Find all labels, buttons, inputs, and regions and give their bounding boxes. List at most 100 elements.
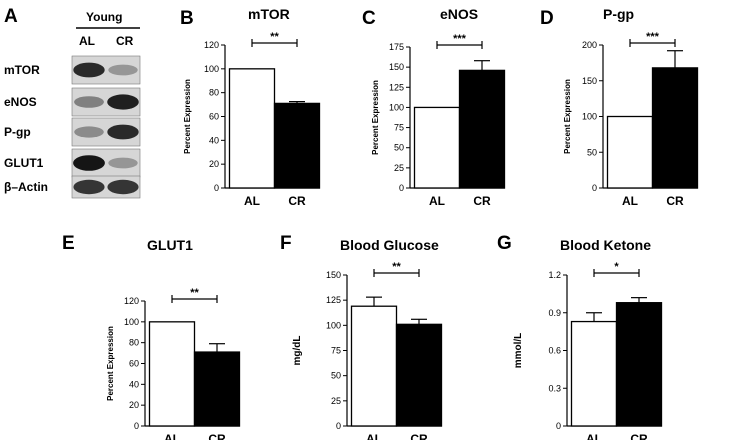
y-tick-label: 0.3 xyxy=(548,383,561,393)
y-axis-label: Percent Expression xyxy=(183,79,192,154)
chart-D: D P-gp Percent Expression 0 50 100 150 200 AL CR *… xyxy=(540,6,699,208)
chart-title: P-gp xyxy=(603,6,634,22)
y-tick-label: 50 xyxy=(331,371,341,381)
bar-al xyxy=(148,321,196,427)
bar-al xyxy=(606,115,654,189)
y-tick-label: 50 xyxy=(587,147,597,157)
y-tick-label: 80 xyxy=(209,88,219,98)
x-category-label: AL xyxy=(366,432,382,440)
panel-letter: C xyxy=(362,8,376,29)
blot-band xyxy=(73,62,105,78)
bar-al xyxy=(570,320,618,427)
chart-G: G Blood Ketone mmol/L 0 0.3 0.6 0.9 1.2 AL CR * xyxy=(497,233,663,440)
y-axis-label: mg/dL xyxy=(292,336,303,366)
bar-al xyxy=(413,106,461,189)
blot-band xyxy=(107,94,139,110)
blot-rows: mTOR eNOS P-gp GLUT1 β–Actin xyxy=(4,55,141,199)
x-category-label: AL xyxy=(164,432,180,440)
blot-panel: A Young AL CR mTOR eNOS P-gp GLUT1 β–Actin xyxy=(4,6,141,199)
x-category-label: CR xyxy=(410,432,428,440)
blot-row-label: P-gp xyxy=(4,125,31,139)
bar-cr xyxy=(458,69,506,189)
y-tick-label: 200 xyxy=(582,40,597,50)
y-tick-label: 60 xyxy=(129,359,139,369)
blot-group-label: Young xyxy=(86,10,122,24)
y-tick-label: 175 xyxy=(389,42,404,52)
blot-row-label: mTOR xyxy=(4,63,40,77)
x-category-label: CR xyxy=(630,432,648,440)
y-tick-label: 100 xyxy=(124,317,139,327)
y-tick-label: 0 xyxy=(556,421,561,431)
bar-cr xyxy=(193,351,241,427)
y-axis-label: mmol/L xyxy=(513,333,524,369)
x-category-label: CR xyxy=(288,194,306,208)
y-tick-label: 25 xyxy=(331,396,341,406)
chart-title: Blood Glucose xyxy=(340,237,439,253)
y-tick-label: 125 xyxy=(389,82,404,92)
chart-title: GLUT1 xyxy=(147,237,193,253)
y-tick-label: 1.2 xyxy=(548,270,561,280)
bar-cr xyxy=(273,102,321,189)
y-tick-label: 100 xyxy=(389,102,404,112)
significance-label: ** xyxy=(270,31,279,43)
y-tick-label: 80 xyxy=(129,338,139,348)
y-tick-label: 60 xyxy=(209,112,219,122)
y-tick-label: 20 xyxy=(129,400,139,410)
y-tick-label: 0 xyxy=(214,183,219,193)
blot-band xyxy=(73,155,105,171)
chart-title: Blood Ketone xyxy=(560,237,651,253)
panel-letter: F xyxy=(280,233,292,254)
y-tick-label: 40 xyxy=(129,379,139,389)
significance-label: ** xyxy=(392,261,401,273)
y-tick-label: 0.6 xyxy=(548,346,561,356)
y-tick-label: 25 xyxy=(394,163,404,173)
significance-label: ** xyxy=(190,287,199,299)
y-tick-label: 0 xyxy=(336,421,341,431)
y-tick-label: 75 xyxy=(331,346,341,356)
y-tick-label: 125 xyxy=(326,295,341,305)
blot-row-label: β–Actin xyxy=(4,180,48,194)
y-tick-label: 150 xyxy=(389,62,404,72)
bar-al xyxy=(350,305,398,427)
significance-label: * xyxy=(614,261,619,273)
y-tick-label: 120 xyxy=(124,296,139,306)
blot-band xyxy=(108,64,138,76)
chart-F: F Blood Glucose mg/dL 0 25 50 75 100 125 150 AL CR *… xyxy=(280,233,443,440)
bar-cr xyxy=(395,323,443,427)
y-tick-label: 0 xyxy=(134,421,139,431)
y-tick-label: 150 xyxy=(582,76,597,86)
blot-band xyxy=(107,124,139,140)
blot-panel-letter: A xyxy=(4,6,18,27)
y-axis-label: Percent Expression xyxy=(563,79,572,154)
bar-cr xyxy=(615,302,663,427)
y-axis-label: Percent Expression xyxy=(106,326,115,401)
panel-letter: D xyxy=(540,8,554,29)
blot-band xyxy=(107,179,139,195)
y-tick-label: 150 xyxy=(326,270,341,280)
panel-letter: E xyxy=(62,233,75,254)
y-tick-label: 75 xyxy=(394,123,404,133)
y-tick-label: 20 xyxy=(209,159,219,169)
x-category-label: CR xyxy=(473,194,491,208)
y-tick-label: 0 xyxy=(399,183,404,193)
blot-band xyxy=(73,179,105,195)
x-category-label: CR xyxy=(208,432,226,440)
chart-title: mTOR xyxy=(248,6,290,22)
blot-row-label: eNOS xyxy=(4,95,37,109)
blot-lane-cr: CR xyxy=(116,34,134,48)
panel-letter: G xyxy=(497,233,512,254)
y-tick-label: 50 xyxy=(394,143,404,153)
blot-lane-al: AL xyxy=(79,34,95,48)
x-category-label: AL xyxy=(586,432,602,440)
blot-row-label: GLUT1 xyxy=(4,156,44,170)
x-category-label: AL xyxy=(429,194,445,208)
y-tick-label: 100 xyxy=(204,64,219,74)
significance-label: *** xyxy=(646,31,660,43)
y-tick-label: 100 xyxy=(326,320,341,330)
bar-al xyxy=(228,68,276,189)
y-tick-label: 100 xyxy=(582,112,597,122)
